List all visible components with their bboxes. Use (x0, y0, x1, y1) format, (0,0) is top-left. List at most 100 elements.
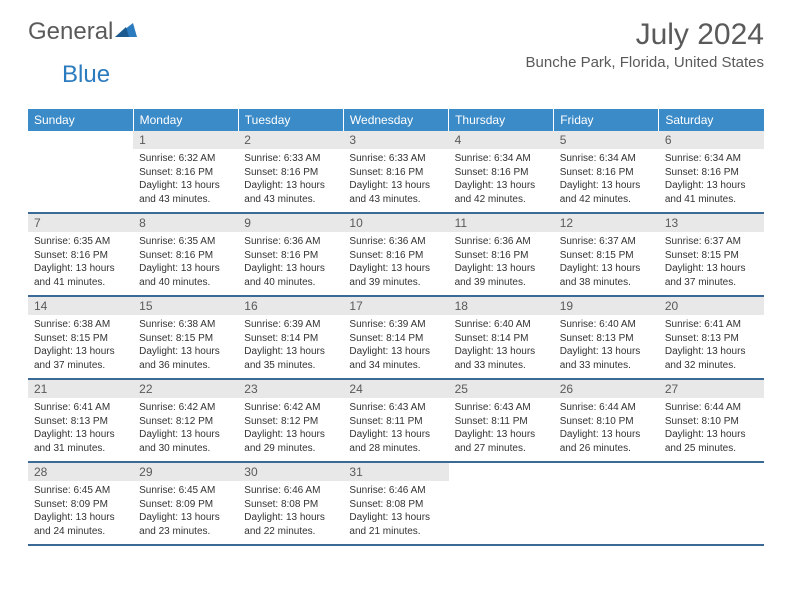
sunrise-text: Sunrise: 6:41 AM (34, 401, 127, 415)
day-number: 18 (449, 297, 554, 315)
day-content: Sunrise: 6:35 AMSunset: 8:16 PMDaylight:… (133, 232, 238, 295)
daylight-text: Daylight: 13 hours and 42 minutes. (455, 179, 548, 206)
daylight-text: Daylight: 13 hours and 43 minutes. (349, 179, 442, 206)
daylight-text: Daylight: 13 hours and 22 minutes. (244, 511, 337, 538)
sunrise-text: Sunrise: 6:43 AM (455, 401, 548, 415)
calendar-day-cell: 18Sunrise: 6:40 AMSunset: 8:14 PMDayligh… (449, 296, 554, 379)
weekday-header: Thursday (449, 109, 554, 131)
sunset-text: Sunset: 8:16 PM (665, 166, 758, 180)
day-content: Sunrise: 6:40 AMSunset: 8:13 PMDaylight:… (554, 315, 659, 378)
sunrise-text: Sunrise: 6:46 AM (349, 484, 442, 498)
day-number: 9 (238, 214, 343, 232)
daylight-text: Daylight: 13 hours and 43 minutes. (244, 179, 337, 206)
sunrise-text: Sunrise: 6:46 AM (244, 484, 337, 498)
weekday-header: Monday (133, 109, 238, 131)
daylight-text: Daylight: 13 hours and 27 minutes. (455, 428, 548, 455)
day-number: 11 (449, 214, 554, 232)
sunset-text: Sunset: 8:16 PM (139, 249, 232, 263)
daylight-text: Daylight: 13 hours and 34 minutes. (349, 345, 442, 372)
weekday-header: Sunday (28, 109, 133, 131)
calendar-day-cell: 7Sunrise: 6:35 AMSunset: 8:16 PMDaylight… (28, 213, 133, 296)
day-number: 24 (343, 380, 448, 398)
calendar-day-cell (449, 462, 554, 545)
sunrise-text: Sunrise: 6:40 AM (455, 318, 548, 332)
day-content: Sunrise: 6:36 AMSunset: 8:16 PMDaylight:… (238, 232, 343, 295)
calendar-day-cell: 17Sunrise: 6:39 AMSunset: 8:14 PMDayligh… (343, 296, 448, 379)
day-content: Sunrise: 6:44 AMSunset: 8:10 PMDaylight:… (659, 398, 764, 461)
calendar-day-cell: 29Sunrise: 6:45 AMSunset: 8:09 PMDayligh… (133, 462, 238, 545)
daylight-text: Daylight: 13 hours and 26 minutes. (560, 428, 653, 455)
sunrise-text: Sunrise: 6:40 AM (560, 318, 653, 332)
calendar-week-row: 7Sunrise: 6:35 AMSunset: 8:16 PMDaylight… (28, 213, 764, 296)
day-number: 17 (343, 297, 448, 315)
day-number: 27 (659, 380, 764, 398)
day-number: 16 (238, 297, 343, 315)
day-content: Sunrise: 6:38 AMSunset: 8:15 PMDaylight:… (28, 315, 133, 378)
sunrise-text: Sunrise: 6:37 AM (560, 235, 653, 249)
sunrise-text: Sunrise: 6:45 AM (139, 484, 232, 498)
day-content: Sunrise: 6:46 AMSunset: 8:08 PMDaylight:… (238, 481, 343, 544)
sunrise-text: Sunrise: 6:36 AM (244, 235, 337, 249)
daylight-text: Daylight: 13 hours and 23 minutes. (139, 511, 232, 538)
day-number: 6 (659, 131, 764, 149)
sunrise-text: Sunrise: 6:41 AM (665, 318, 758, 332)
day-content: Sunrise: 6:33 AMSunset: 8:16 PMDaylight:… (343, 149, 448, 212)
day-content: Sunrise: 6:44 AMSunset: 8:10 PMDaylight:… (554, 398, 659, 461)
sunset-text: Sunset: 8:08 PM (244, 498, 337, 512)
day-content: Sunrise: 6:45 AMSunset: 8:09 PMDaylight:… (28, 481, 133, 544)
calendar-day-cell: 30Sunrise: 6:46 AMSunset: 8:08 PMDayligh… (238, 462, 343, 545)
calendar-day-cell (554, 462, 659, 545)
daylight-text: Daylight: 13 hours and 31 minutes. (34, 428, 127, 455)
calendar-day-cell: 3Sunrise: 6:33 AMSunset: 8:16 PMDaylight… (343, 131, 448, 213)
day-content: Sunrise: 6:38 AMSunset: 8:15 PMDaylight:… (133, 315, 238, 378)
sunrise-text: Sunrise: 6:34 AM (560, 152, 653, 166)
sunset-text: Sunset: 8:16 PM (560, 166, 653, 180)
weekday-header: Wednesday (343, 109, 448, 131)
daylight-text: Daylight: 13 hours and 43 minutes. (139, 179, 232, 206)
calendar-day-cell (659, 462, 764, 545)
day-number: 23 (238, 380, 343, 398)
day-number: 15 (133, 297, 238, 315)
day-number: 28 (28, 463, 133, 481)
calendar-day-cell: 13Sunrise: 6:37 AMSunset: 8:15 PMDayligh… (659, 213, 764, 296)
sunset-text: Sunset: 8:13 PM (34, 415, 127, 429)
daylight-text: Daylight: 13 hours and 33 minutes. (560, 345, 653, 372)
month-title: July 2024 (526, 18, 764, 52)
calendar-day-cell: 15Sunrise: 6:38 AMSunset: 8:15 PMDayligh… (133, 296, 238, 379)
sunrise-text: Sunrise: 6:32 AM (139, 152, 232, 166)
sunrise-text: Sunrise: 6:39 AM (349, 318, 442, 332)
daylight-text: Daylight: 13 hours and 38 minutes. (560, 262, 653, 289)
daylight-text: Daylight: 13 hours and 40 minutes. (139, 262, 232, 289)
sunrise-text: Sunrise: 6:36 AM (455, 235, 548, 249)
day-number: 26 (554, 380, 659, 398)
sunrise-text: Sunrise: 6:35 AM (139, 235, 232, 249)
day-content: Sunrise: 6:34 AMSunset: 8:16 PMDaylight:… (659, 149, 764, 212)
day-content: Sunrise: 6:34 AMSunset: 8:16 PMDaylight:… (449, 149, 554, 212)
calendar-week-row: 21Sunrise: 6:41 AMSunset: 8:13 PMDayligh… (28, 379, 764, 462)
calendar-day-cell: 12Sunrise: 6:37 AMSunset: 8:15 PMDayligh… (554, 213, 659, 296)
sunrise-text: Sunrise: 6:44 AM (665, 401, 758, 415)
day-number: 5 (554, 131, 659, 149)
sunset-text: Sunset: 8:11 PM (455, 415, 548, 429)
daylight-text: Daylight: 13 hours and 32 minutes. (665, 345, 758, 372)
day-number: 30 (238, 463, 343, 481)
day-number: 20 (659, 297, 764, 315)
calendar-day-cell: 10Sunrise: 6:36 AMSunset: 8:16 PMDayligh… (343, 213, 448, 296)
day-content: Sunrise: 6:41 AMSunset: 8:13 PMDaylight:… (659, 315, 764, 378)
day-content: Sunrise: 6:34 AMSunset: 8:16 PMDaylight:… (554, 149, 659, 212)
sunrise-text: Sunrise: 6:42 AM (244, 401, 337, 415)
sunrise-text: Sunrise: 6:33 AM (349, 152, 442, 166)
day-content: Sunrise: 6:45 AMSunset: 8:09 PMDaylight:… (133, 481, 238, 544)
calendar-day-cell: 9Sunrise: 6:36 AMSunset: 8:16 PMDaylight… (238, 213, 343, 296)
sunrise-text: Sunrise: 6:44 AM (560, 401, 653, 415)
day-number: 7 (28, 214, 133, 232)
sunset-text: Sunset: 8:16 PM (455, 249, 548, 263)
calendar-day-cell: 21Sunrise: 6:41 AMSunset: 8:13 PMDayligh… (28, 379, 133, 462)
sunset-text: Sunset: 8:12 PM (244, 415, 337, 429)
calendar-week-row: 28Sunrise: 6:45 AMSunset: 8:09 PMDayligh… (28, 462, 764, 545)
day-number: 10 (343, 214, 448, 232)
daylight-text: Daylight: 13 hours and 40 minutes. (244, 262, 337, 289)
day-content: Sunrise: 6:32 AMSunset: 8:16 PMDaylight:… (133, 149, 238, 212)
weekday-header: Saturday (659, 109, 764, 131)
day-number: 14 (28, 297, 133, 315)
